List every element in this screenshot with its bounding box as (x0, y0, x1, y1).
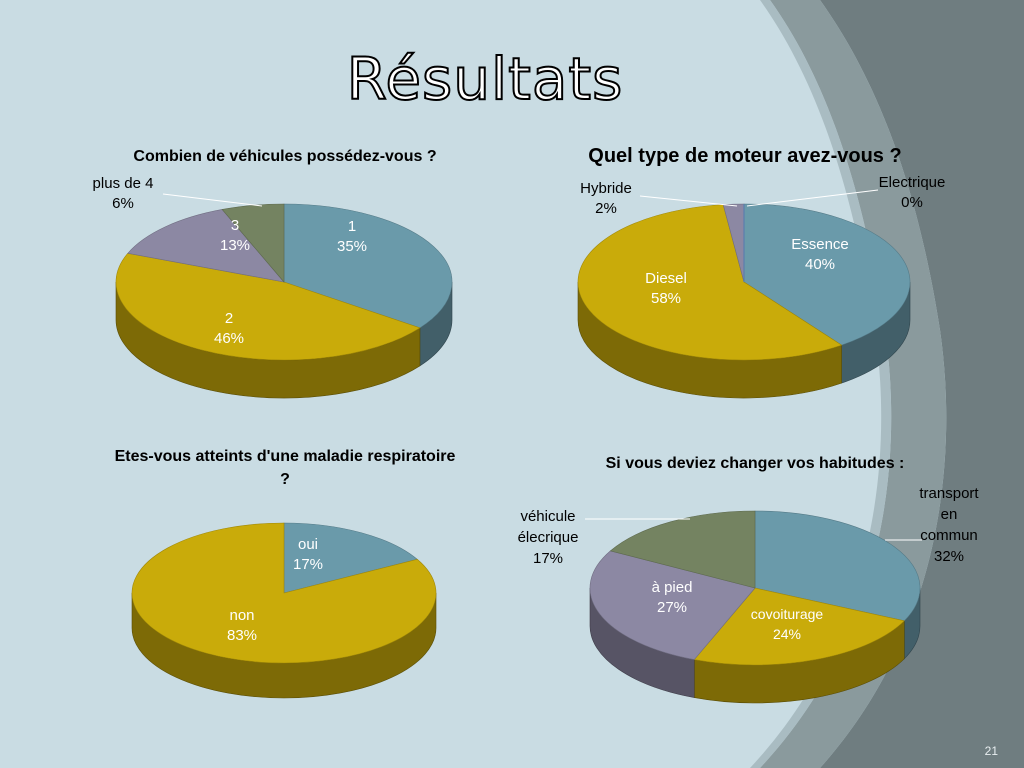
pie-slice-1 (283, 203, 453, 329)
leader-line-hybride (639, 195, 738, 207)
slice-value-vehicule-elecrique: 17% (533, 550, 563, 567)
pie-slice-3 (127, 209, 285, 283)
slice-label-transport-en-commun-1: transport (919, 485, 979, 502)
pie-slice-a-pied (589, 550, 756, 660)
slice-label-2: 2 (225, 310, 233, 327)
slice-label-3: 3 (231, 217, 239, 234)
slide-title: Résultats (346, 44, 624, 114)
slice-label-non: non (229, 607, 254, 624)
chart-title-respiratory: Etes-vous atteints d'une maladie respira… (114, 448, 456, 488)
slice-value-3: 13% (220, 237, 250, 254)
page-number: 21 (984, 744, 998, 758)
slice-value-hybride: 2% (595, 200, 617, 217)
pie-slice-covoiturage (693, 587, 905, 666)
pie-chart-2: Essence 40% Diesel 58% Hybride 2% Electrique 0% (577, 174, 946, 399)
pie-slice-vehicule-elecrique (609, 510, 756, 589)
slice-label-oui: oui (298, 536, 318, 553)
slice-value-1: 35% (337, 238, 367, 255)
pie-slice-non (131, 522, 437, 664)
slice-value-electrique: 0% (901, 194, 923, 211)
pie-slice-diesel (577, 204, 843, 361)
slice-label-diesel: Diesel (645, 270, 687, 287)
slice-label-vehicule-elecrique-2: élecrique (518, 529, 579, 546)
slice-label-plus-de-4: plus de 4 (93, 175, 154, 192)
slice-value-oui: 17% (293, 556, 323, 573)
slice-value-essence: 40% (805, 256, 835, 273)
background-light-arc (750, 0, 892, 768)
slice-value-plus-de-4: 6% (112, 195, 134, 212)
slice-label-essence: Essence (791, 236, 849, 253)
chart-title-vehicles: Combien de véhicules possédez-vous ? (133, 148, 437, 165)
pie-slice-transport-en-commun (754, 510, 921, 622)
pie-slice-plus-de-4 (221, 203, 285, 283)
slice-label-electrique: Electrique (879, 174, 946, 191)
pie-slice-oui (283, 522, 418, 594)
slice-value-diesel: 58% (651, 290, 681, 307)
slice-value-non: 83% (227, 627, 257, 644)
slice-value-2: 46% (214, 330, 244, 347)
chart-title-engine: Quel type de moteur avez-vous ? (588, 145, 902, 167)
slice-label-transport-en-commun-3: commun (920, 527, 978, 544)
slice-label-hybride: Hybride (580, 180, 632, 197)
leader-line-plus-de-4 (162, 193, 263, 207)
pie-slice-2 (115, 252, 421, 361)
slice-label-vehicule-elecrique-1: véhicule (520, 508, 575, 525)
pie-chart-3: oui 17% non 83% (131, 522, 437, 699)
leader-line-electrique (746, 189, 879, 207)
pie-chart-4: transport en commun 32% covoiturage 24% à pied… (518, 485, 979, 704)
slice-label-1: 1 (348, 218, 356, 235)
slice-value-covoiturage: 24% (773, 626, 801, 642)
pie-chart-1: 1 35% 2 46% 3 13% plus de 4 6% (93, 175, 453, 399)
chart-title-habits: Si vous deviez changer vos habitudes : (605, 455, 905, 472)
slice-label-covoiturage: covoiturage (751, 606, 824, 622)
background-dark-band (820, 0, 1024, 768)
pie-slice-essence (743, 203, 911, 346)
slice-value-transport-en-commun: 32% (934, 548, 964, 565)
slice-label-a-pied: à pied (652, 579, 693, 596)
slice-label-transport-en-commun-2: en (941, 506, 958, 523)
slice-value-a-pied: 27% (657, 599, 687, 616)
